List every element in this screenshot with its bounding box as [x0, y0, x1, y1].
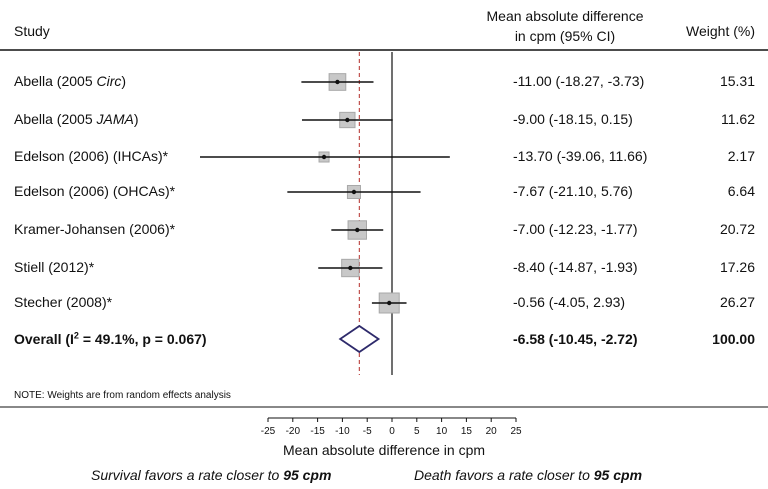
overall-weight: 100.00	[712, 331, 755, 347]
study-point-estimate	[345, 117, 350, 123]
study-weight-text: 6.64	[727, 183, 755, 199]
study-label-text: Abella (2005	[14, 111, 97, 127]
study-ci-text: -7.67 (-21.10, 5.76)	[513, 183, 633, 199]
x-axis-tick-label: 10	[436, 426, 448, 437]
effect-column-header: Mean absolute difference in cpm (95% CI)	[470, 8, 660, 45]
study-ci-text: -9.00 (-18.15, 0.15)	[513, 111, 633, 127]
study-weight-text: 20.72	[719, 221, 755, 237]
overall-diamond	[338, 324, 381, 354]
x-axis-tick-label: 0	[389, 426, 395, 437]
study-label: Stecher (2008)*	[14, 294, 112, 311]
overall-label: Overall (I2 = 49.1%, p = 0.067)	[14, 331, 207, 348]
study-point-estimate	[321, 154, 327, 160]
study-label-italic: Circ	[96, 73, 122, 89]
study-label-suffix: )	[133, 111, 139, 127]
weights-note: NOTE: Weights are from random effects an…	[14, 390, 231, 401]
study-weight-text: 11.62	[721, 111, 755, 127]
x-axis-tick-label: -15	[310, 426, 325, 437]
x-axis-tick-label: -10	[335, 426, 350, 437]
favors-right-text: Death favors a rate closer to	[414, 467, 594, 483]
study-point-estimate	[351, 189, 357, 195]
favors-left-text: Survival favors a rate closer to	[91, 467, 284, 483]
favors-left-label: Survival favors a rate closer to 95 cpm	[91, 467, 331, 483]
study-weight-text: 15.31	[719, 73, 755, 89]
study-column-header: Study	[14, 23, 50, 39]
overall-ci: -6.58 (-10.45, -2.72)	[513, 331, 638, 347]
study-label-text: Kramer-Johansen (2006)*	[14, 221, 176, 237]
favors-right-bold: 95 cpm	[593, 467, 643, 483]
study-label: Edelson (2006) (OHCAs)*	[14, 183, 175, 200]
study-label-suffix: )	[121, 73, 127, 89]
study-label-text: Stiell (2012)*	[14, 259, 95, 275]
overall-label-rest: = 49.1%, p = 0.067)	[78, 331, 207, 347]
study-weight-text: 17.26	[719, 259, 755, 275]
study-label: Kramer-Johansen (2006)*	[14, 221, 175, 238]
study-weight-text: 2.17	[727, 148, 755, 164]
study-label: Abella (2005 JAMA)	[14, 111, 139, 128]
study-label: Edelson (2006) (IHCAs)*	[14, 148, 168, 165]
weight-column-header: Weight (%)	[686, 23, 755, 39]
study-label: Stiell (2012)*	[14, 259, 94, 276]
favors-left-bold: 95 cpm	[283, 467, 332, 483]
x-axis-tick-label: -25	[261, 426, 276, 437]
effect-header-line1: Mean absolute difference	[486, 8, 644, 24]
study-weight-text: 26.27	[719, 294, 755, 310]
x-axis-title: Mean absolute difference in cpm	[282, 442, 486, 458]
study-label-text: Edelson (2006) (IHCAs)*	[14, 148, 169, 164]
study-ci-text: -13.70 (-39.06, 11.66)	[513, 148, 648, 164]
x-axis-tick-label: 20	[486, 426, 498, 437]
effect-header-line2: in cpm (95% CI)	[514, 28, 616, 44]
study-point-estimate	[335, 79, 340, 85]
x-axis-tick-label: 5	[414, 426, 420, 437]
x-axis-tick-label: -5	[363, 426, 372, 437]
overall-label-sup: 2	[73, 330, 79, 341]
study-label-italic: JAMA	[96, 111, 134, 127]
study-label-text: Edelson (2006) (OHCAs)*	[14, 183, 176, 199]
study-label-text: Stecher (2008)*	[14, 294, 113, 310]
x-axis-tick-label: 15	[461, 426, 473, 437]
overall-label-main: Overall (I	[14, 331, 74, 347]
study-point-estimate	[348, 265, 353, 271]
x-axis-tick-label: 25	[510, 426, 522, 437]
study-label-text: Abella (2005	[14, 73, 97, 89]
study-point-estimate	[387, 300, 392, 306]
study-ci-text: -11.00 (-18.27, -3.73)	[513, 73, 645, 89]
study-ci-text: -0.56 (-4.05, 2.93)	[513, 294, 626, 310]
study-ci-text: -7.00 (-12.23, -1.77)	[513, 221, 638, 237]
favors-right-label: Death favors a rate closer to 95 cpm	[414, 467, 642, 483]
study-label: Abella (2005 Circ)	[14, 73, 126, 90]
x-axis-tick-label: -20	[286, 426, 301, 437]
study-ci-text: -8.40 (-14.87, -1.93)	[513, 259, 638, 275]
study-point-estimate	[355, 227, 360, 233]
